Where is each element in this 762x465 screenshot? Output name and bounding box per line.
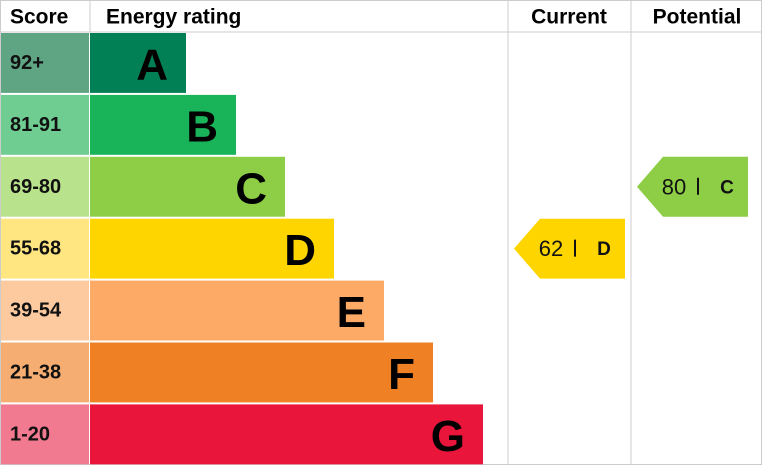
rating-bar <box>90 404 483 465</box>
rating-bar <box>90 218 334 279</box>
rating-bar <box>90 94 236 155</box>
header-rating: Energy rating <box>106 6 241 29</box>
score-label: 69-80 <box>10 176 61 198</box>
rating-letter: E <box>337 288 366 337</box>
score-label: 92+ <box>10 52 44 74</box>
score-cell <box>1 404 89 465</box>
score-label: 39-54 <box>10 300 62 322</box>
rating-letter: D <box>284 226 316 275</box>
header-score: Score <box>10 6 68 29</box>
rating-letter: F <box>388 350 415 399</box>
score-cell <box>1 94 89 155</box>
rating-bar <box>90 342 433 403</box>
score-label: 81-91 <box>10 114 61 136</box>
current-score: 62 <box>539 236 563 261</box>
potential-arrow <box>637 156 748 217</box>
score-cell <box>1 218 89 279</box>
score-label: 21-38 <box>10 361 61 383</box>
score-cell <box>1 156 89 217</box>
rating-letter: B <box>186 102 218 151</box>
current-arrow <box>514 218 625 279</box>
score-cell <box>1 342 89 403</box>
current-letter: D <box>597 239 611 260</box>
rating-letter: A <box>136 40 168 89</box>
potential-score: 80 <box>662 174 686 199</box>
potential-letter: C <box>720 177 734 198</box>
score-cell <box>1 33 89 93</box>
rating-bar <box>90 33 186 93</box>
header-potential: Potential <box>653 6 742 29</box>
rating-bar <box>90 156 285 217</box>
score-label: 1-20 <box>10 423 50 445</box>
score-label: 55-68 <box>10 238 61 260</box>
rating-letter: C <box>235 164 267 213</box>
header-current: Current <box>531 6 607 29</box>
score-cell <box>1 280 89 341</box>
rating-letter: G <box>431 412 465 461</box>
rating-bar <box>90 280 384 341</box>
